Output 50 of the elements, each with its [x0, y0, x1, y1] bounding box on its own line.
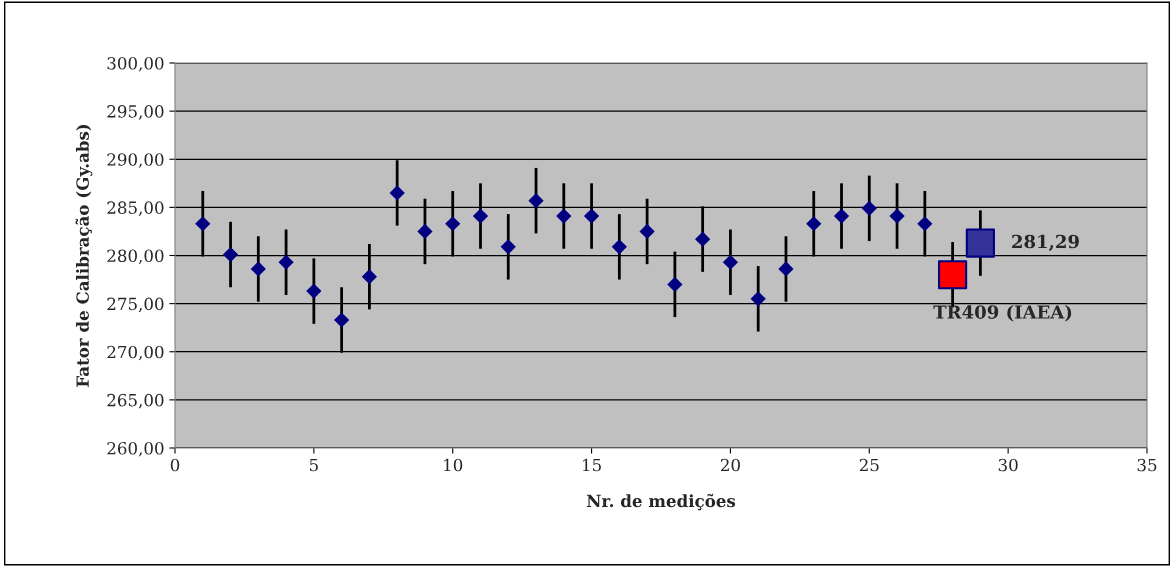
point [195, 216, 211, 232]
y-axis-title: Fator de Calibração (Gy.abs) [75, 124, 93, 387]
x-tick-label: 0 [170, 458, 180, 472]
point [334, 312, 350, 328]
annotation: TR409 (IAEA) [933, 304, 1072, 322]
point [445, 216, 461, 232]
point [639, 223, 655, 240]
y-tick-label: 285,00 [107, 201, 164, 216]
point [806, 216, 822, 232]
point [778, 261, 794, 277]
point [917, 216, 933, 232]
y-tick-label: 275,00 [107, 297, 164, 313]
point [833, 208, 850, 224]
point [306, 283, 322, 299]
point [722, 254, 739, 270]
y-tick-label: 290,00 [107, 153, 164, 168]
y-tick-label: 280,00 [107, 249, 164, 265]
point [278, 254, 294, 270]
point [611, 239, 627, 255]
annotation: 281,29 [1012, 234, 1079, 252]
point [528, 193, 544, 209]
point [965, 228, 995, 258]
x-tick-label: 20 [720, 458, 740, 472]
x-tick-label: 35 [1137, 458, 1157, 472]
y-tick-label: 265,00 [107, 393, 164, 409]
x-tick-label: 25 [859, 458, 879, 472]
y-tick-label: 270,00 [107, 345, 164, 361]
x-tick-label: 15 [583, 458, 601, 472]
point [389, 185, 405, 201]
point [222, 246, 239, 263]
point [938, 260, 968, 290]
x-tick-label: 5 [309, 458, 318, 472]
point [361, 269, 378, 285]
point [417, 223, 433, 240]
y-tick-label: 260,00 [107, 441, 164, 457]
point [750, 291, 766, 307]
x-axis-title: Nr. de medições [586, 493, 736, 511]
y-tick-label: 295,00 [107, 105, 164, 120]
x-tick-label: 30 [998, 458, 1018, 472]
point [472, 208, 489, 224]
point [583, 208, 600, 224]
point [861, 200, 877, 216]
point [667, 276, 683, 292]
y-tick-label: 300,00 [107, 56, 164, 72]
x-tick-label: 10 [444, 458, 463, 472]
point [556, 208, 572, 224]
point [889, 208, 905, 224]
point [695, 231, 711, 247]
point [250, 261, 266, 277]
point [500, 239, 516, 255]
